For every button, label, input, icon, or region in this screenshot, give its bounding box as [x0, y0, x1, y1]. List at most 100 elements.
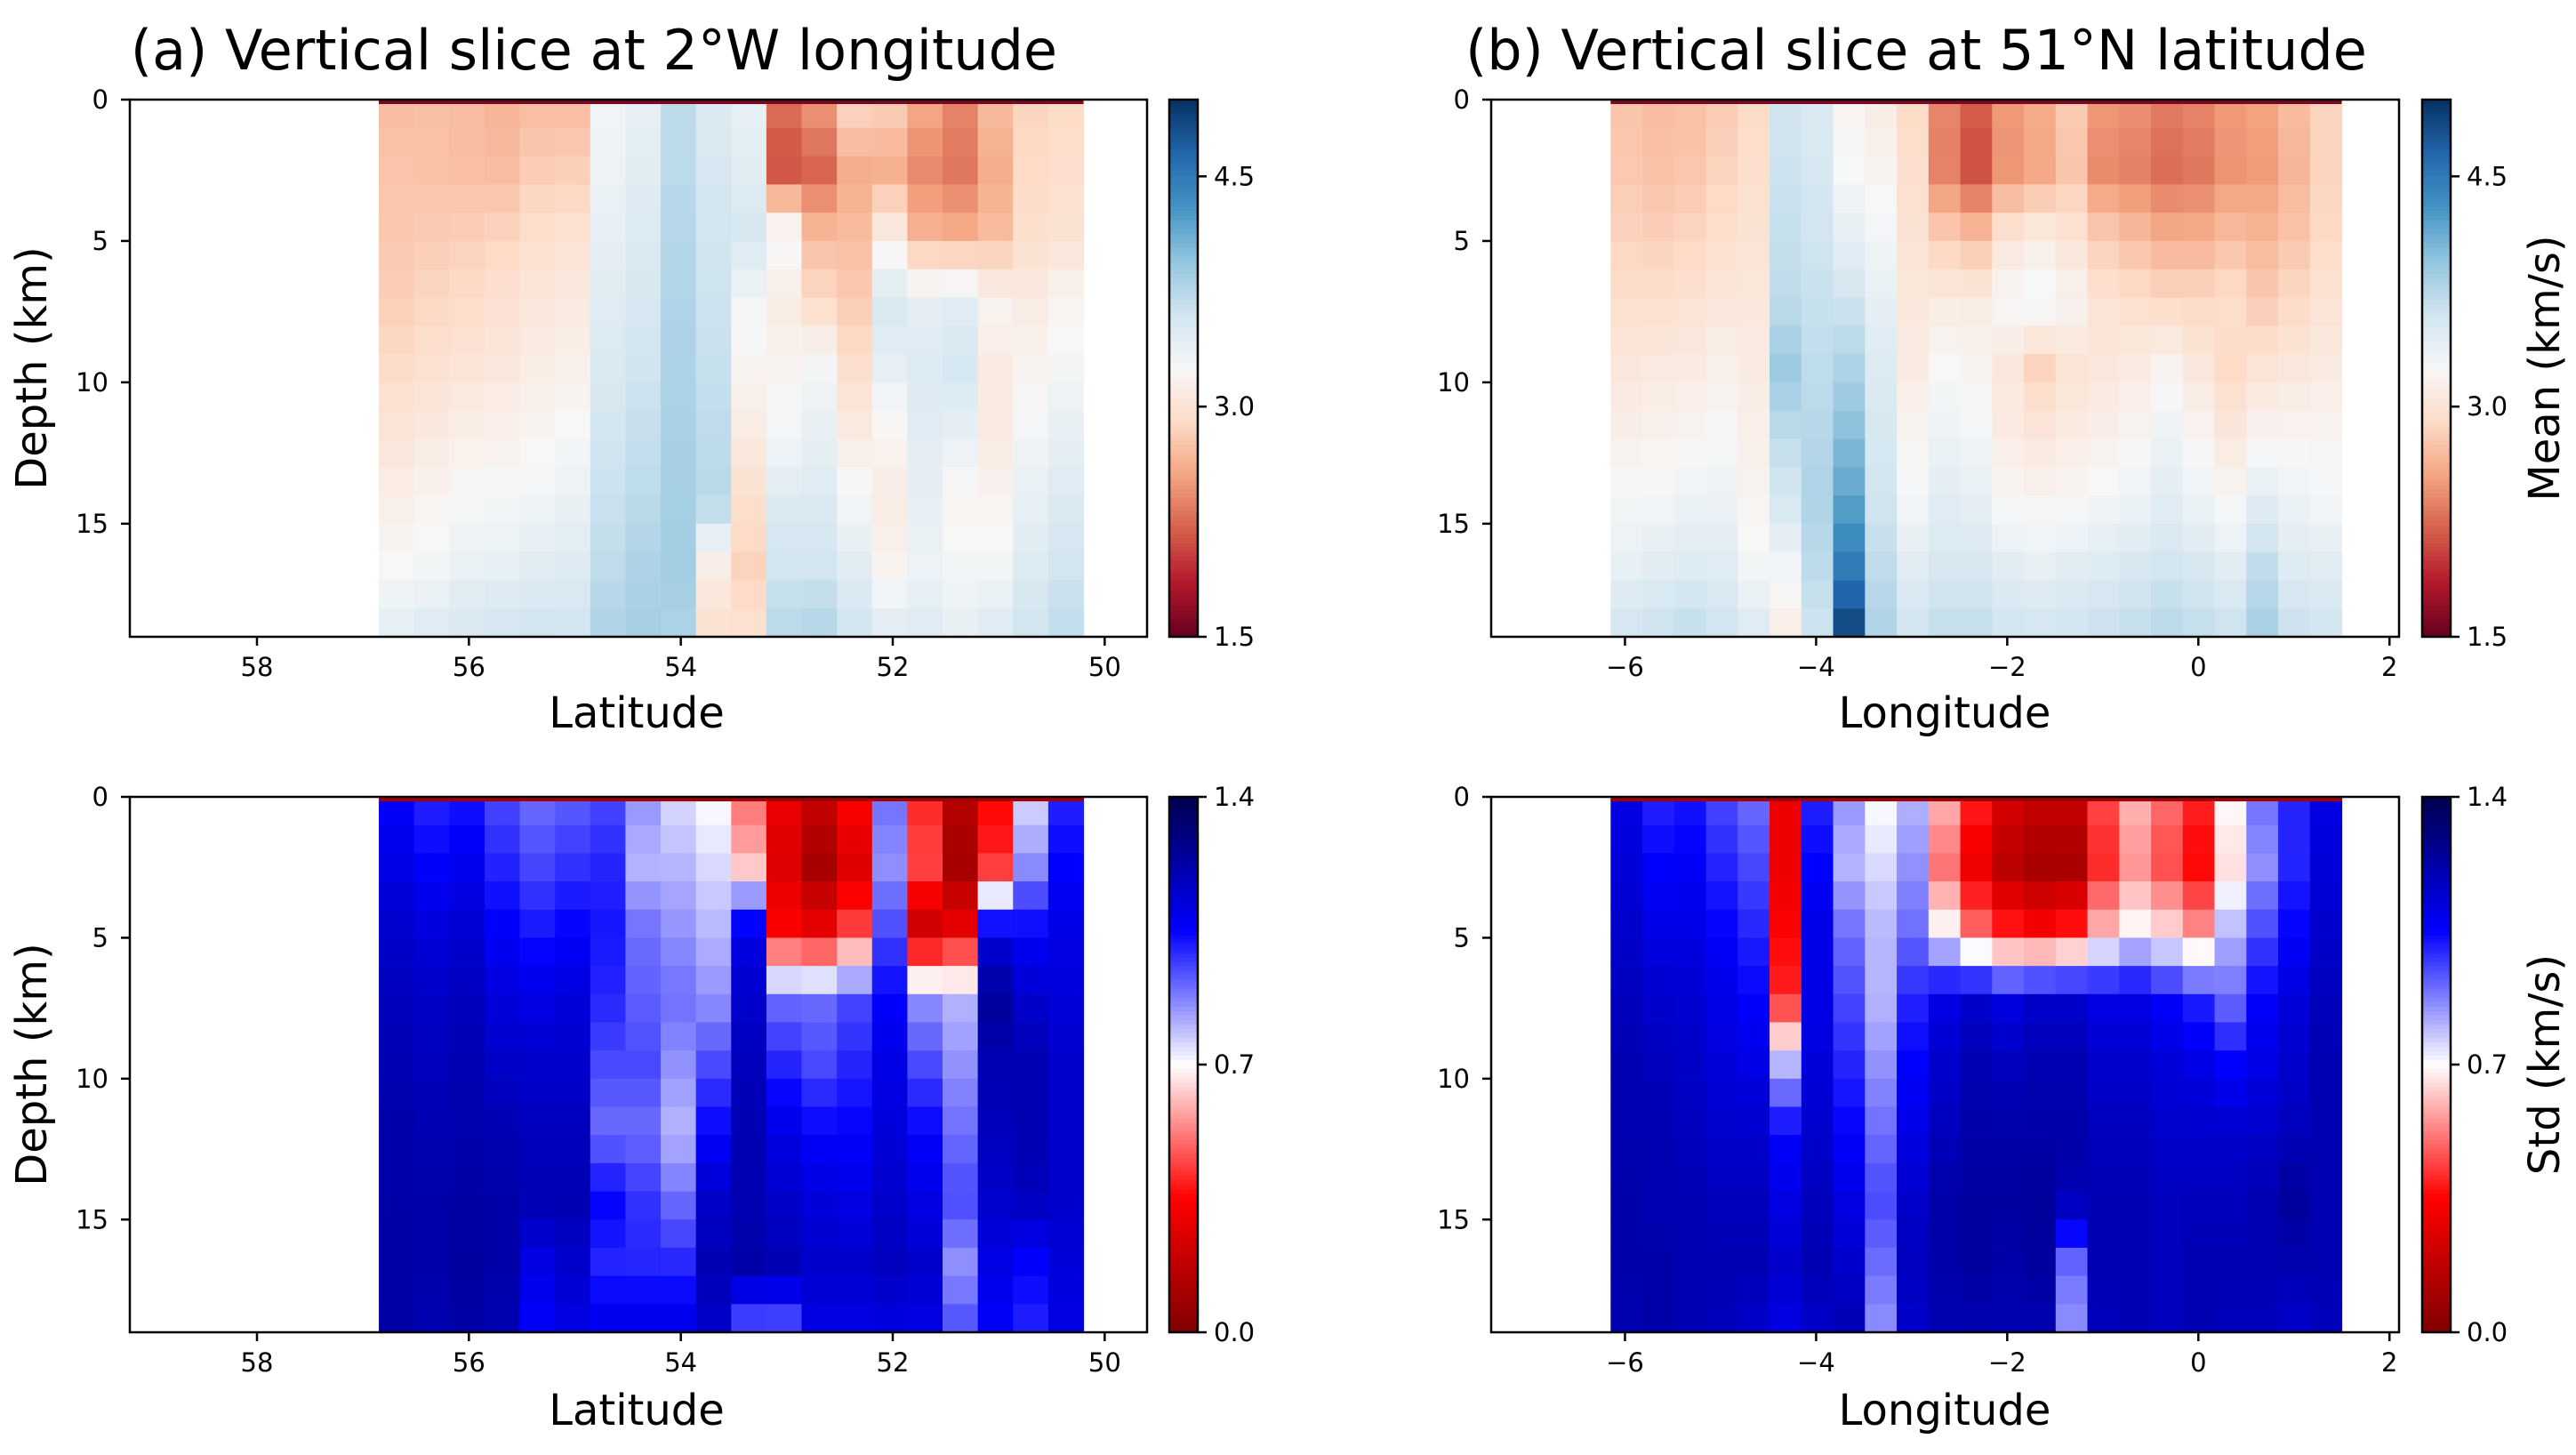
heatmap-cell [837, 881, 873, 911]
heatmap-cell [907, 326, 943, 355]
heatmap-cell [2087, 297, 2120, 326]
colorbar-segment [1169, 1274, 1198, 1280]
heatmap-cell [1865, 495, 1898, 525]
heatmap-cell [1801, 297, 1834, 326]
heatmap-cell [907, 184, 943, 213]
colorbar-segment [2422, 175, 2451, 181]
colorbar-segment [1169, 484, 1198, 490]
colorbar-segment [1169, 149, 1198, 154]
heatmap-cell [695, 1022, 732, 1051]
heatmap-cell [2055, 580, 2089, 609]
heatmap-cell [1833, 156, 1866, 185]
heatmap-cell [1928, 1078, 1962, 1108]
colorbar-tick-label: 0.0 [2467, 1317, 2508, 1347]
heatmap-cell [837, 797, 873, 826]
heatmap-cell [1013, 824, 1049, 854]
heatmap-cell [519, 993, 556, 1024]
heatmap-cell [2119, 100, 2152, 129]
heatmap-cell [871, 213, 908, 242]
heatmap-cell [977, 495, 1014, 525]
heatmap-cell [590, 410, 626, 440]
heatmap-cell [1673, 100, 1707, 129]
heatmap-cell [449, 326, 486, 355]
heatmap-cell [907, 853, 943, 882]
colorbar-segment [1169, 184, 1198, 190]
colorbar-segment [2422, 1001, 2451, 1008]
heatmap-cell [2214, 824, 2247, 854]
heatmap-cell [1013, 608, 1049, 638]
heatmap-cell [977, 1247, 1014, 1277]
heatmap-cell [1673, 326, 1707, 355]
colorbar-segment [1169, 1024, 1198, 1030]
colorbar-segment [2422, 837, 2451, 842]
heatmap-cell [1705, 1022, 1738, 1051]
heatmap-cell [519, 1050, 556, 1080]
heatmap-cell [2024, 382, 2057, 412]
heatmap-cell [837, 410, 873, 440]
heatmap-cell [519, 966, 556, 995]
heatmap-cell [907, 881, 943, 911]
heatmap-cell [1833, 127, 1866, 157]
heatmap-cell [1013, 881, 1049, 911]
colorbar-segment [1169, 283, 1198, 288]
heatmap-cell [1013, 1275, 1049, 1305]
heatmap-cell [1801, 1219, 1834, 1249]
heatmap-cell [1642, 184, 1675, 213]
heatmap-cell [2182, 495, 2216, 525]
colorbar-segment [1169, 815, 1198, 820]
heatmap-cell [801, 100, 838, 129]
colorbar-segment [2422, 966, 2451, 972]
heatmap-cell [1928, 1162, 1962, 1193]
heatmap-cell [1047, 1275, 1085, 1305]
heatmap-cell [1705, 881, 1738, 911]
heatmap-cell [837, 100, 873, 129]
colorbar-segment [1169, 957, 1198, 963]
heatmap-cell [801, 1247, 838, 1277]
heatmap-cell [1960, 127, 1993, 157]
colorbar-segment [2422, 269, 2451, 275]
heatmap-cell [555, 382, 591, 412]
colorbar-segment [1169, 855, 1198, 860]
heatmap-cell [1928, 580, 1962, 609]
heatmap-cell [413, 100, 450, 129]
x-tick-label: −6 [1606, 652, 1644, 682]
heatmap-cell [661, 1275, 697, 1305]
heatmap-cell [1047, 824, 1085, 854]
heatmap-cell [1769, 1050, 1802, 1080]
heatmap-cell [2182, 297, 2216, 326]
heatmap-cell [837, 1022, 873, 1051]
heatmap-cell [766, 100, 803, 129]
heatmap-cell [2246, 184, 2279, 213]
colorbar-segment [1169, 1140, 1198, 1146]
colorbar-segment [1169, 350, 1198, 356]
heatmap-cell [837, 495, 873, 525]
colorbar-segment [2422, 484, 2451, 490]
colorbar-segment [1169, 327, 1198, 334]
heatmap-cell [625, 495, 662, 525]
heatmap-cell [2309, 824, 2343, 854]
heatmap-cell [625, 467, 662, 496]
heatmap-cell [2309, 1078, 2343, 1108]
heatmap-cell [661, 909, 697, 939]
heatmap-cell [801, 881, 838, 911]
x-axis: −6 −4 −2 0 2 [1606, 637, 2397, 682]
heatmap-cell [1013, 467, 1049, 496]
x-axis-label: Longitude [1839, 688, 2051, 738]
colorbar-segment [1169, 1278, 1198, 1284]
heatmap-cell [1769, 269, 1802, 299]
heatmap-cell [1992, 966, 2025, 995]
colorbar-segment [1169, 1149, 1198, 1154]
heatmap-cell [943, 326, 979, 355]
heatmap-cell [1769, 382, 1802, 412]
heatmap-cell [2309, 467, 2343, 496]
heatmap-cell [2119, 326, 2152, 355]
heatmap-cell [1769, 1275, 1802, 1305]
colorbar-segment [1169, 1050, 1198, 1057]
heatmap-cell [2278, 184, 2311, 213]
panel-a-mean: (a) Vertical slice at 2°W longitude 58 56… [7, 18, 1255, 738]
heatmap-cell [1673, 1106, 1707, 1136]
heatmap-cell [2278, 608, 2311, 638]
heatmap-cell [977, 438, 1014, 468]
heatmap-cell [1833, 1050, 1866, 1080]
